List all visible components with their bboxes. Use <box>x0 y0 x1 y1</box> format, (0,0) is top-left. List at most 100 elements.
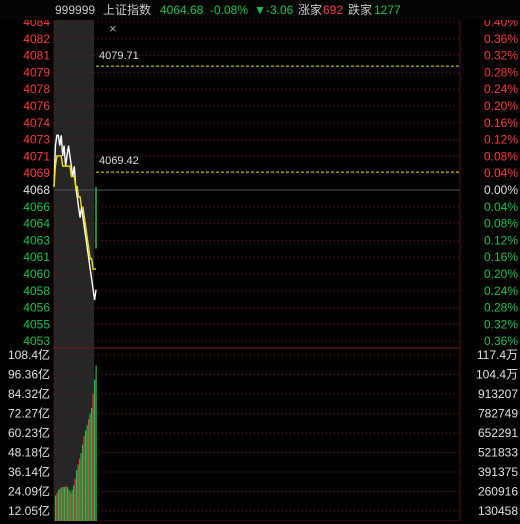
volume-right-tick-label: 913207 <box>478 387 518 401</box>
reference-label-low: 4069.42 <box>99 155 139 167</box>
volume-right-tick-label: 782749 <box>478 407 518 421</box>
volume-bar <box>64 487 66 521</box>
volume-bar <box>91 407 93 521</box>
volume-bar <box>55 495 57 521</box>
volume-bar <box>77 464 79 521</box>
price-tick-label: 4058 <box>23 284 50 298</box>
volume-tick-label: 96.36亿 <box>8 367 50 382</box>
price-tick-label: 4064 <box>23 217 50 231</box>
volume-bar <box>85 430 87 521</box>
price-tick-label: 4069 <box>23 166 50 180</box>
volume-tick-label: 108.4亿 <box>8 347 50 362</box>
price-tick-label: 4076 <box>23 99 50 113</box>
volume-bar <box>67 487 69 521</box>
volume-bar <box>65 485 67 521</box>
price-tick-label: 4079 <box>23 65 50 79</box>
volume-bar <box>58 489 60 521</box>
last-price: 4064.68 <box>160 3 204 17</box>
chart-frame <box>53 17 461 522</box>
price-tick-label: 4068 <box>23 183 50 197</box>
close-icon[interactable]: × <box>109 21 117 36</box>
volume-bar <box>76 470 78 521</box>
percent-tick-label: 0.20% <box>484 267 518 281</box>
stock-code: 999999 <box>55 3 96 17</box>
volume-tick-label: 72.27亿 <box>8 406 50 421</box>
volume-bar <box>80 453 82 521</box>
volume-bar <box>86 424 88 521</box>
volume-tick-label: 36.14亿 <box>8 464 50 479</box>
price-tick-label: 4053 <box>23 334 50 348</box>
volume-bar <box>74 478 76 521</box>
volume-bar <box>73 485 75 521</box>
percent-tick-label: 0.32% <box>484 317 518 331</box>
decliners-label: 跌家 <box>348 3 373 17</box>
percent-tick-label: 0.12% <box>484 233 518 247</box>
percent-tick-label: 0.16% <box>484 250 518 264</box>
percent-tick-label: 0.12% <box>484 133 518 147</box>
volume-bar <box>59 488 61 521</box>
quote-header: 999999 上证指数 4064.68 -0.08% ▼ -3.06 涨家 69… <box>0 0 520 20</box>
reference-label-high: 4079.71 <box>99 50 139 62</box>
price-tick-label: 4078 <box>23 82 50 96</box>
price-line <box>53 134 97 301</box>
price-tick-label: 4055 <box>23 317 50 331</box>
percent-tick-label: 0.28% <box>484 65 518 79</box>
percent-tick-label: 0.36% <box>484 32 518 46</box>
price-tick-label: 4082 <box>23 32 50 46</box>
volume-bar <box>70 492 72 521</box>
percent-tick-label: 0.00% <box>484 183 518 197</box>
volume-bar <box>83 436 85 521</box>
percent-tick-label: 0.20% <box>484 99 518 113</box>
price-tick-label: 4071 <box>23 149 50 163</box>
percent-tick-label: 0.32% <box>484 49 518 63</box>
price-tick-label: 4056 <box>23 301 50 315</box>
volume-bar <box>71 489 73 521</box>
volume-bar <box>95 365 97 521</box>
percent-tick-label: 0.24% <box>484 284 518 298</box>
volume-bar <box>88 419 90 521</box>
change-value: -3.06 <box>266 3 294 17</box>
volume-tick-label: 24.09亿 <box>8 484 50 499</box>
price-tick-label: 4066 <box>23 200 50 214</box>
volume-tick-label: 48.18亿 <box>8 445 50 460</box>
volume-bar <box>61 487 63 521</box>
volume-tick-label: 60.23亿 <box>8 425 50 440</box>
volume-bar <box>89 413 91 521</box>
average-price-line <box>53 155 96 270</box>
volume-right-tick-label: 130458 <box>478 504 518 518</box>
percent-tick-label: 0.28% <box>484 301 518 315</box>
volume-bar <box>92 393 94 521</box>
volume-right-tick-label: 391375 <box>478 465 518 479</box>
volume-bar <box>68 489 70 521</box>
advancers-label: 涨家 <box>298 3 323 17</box>
volume-bar <box>94 379 96 521</box>
decliners-count: 1277 <box>374 3 401 17</box>
volume-right-tick-label: 521833 <box>478 446 518 460</box>
volume-bar <box>82 444 84 521</box>
percent-tick-label: 0.04% <box>484 200 518 214</box>
volume-tick-label: 12.05亿 <box>8 503 50 518</box>
stock-name: 上证指数 <box>103 3 152 17</box>
volume-bar <box>56 492 58 521</box>
advancers-count: 692 <box>323 3 344 17</box>
percent-tick-label: 0.04% <box>484 166 518 180</box>
price-tick-label: 4081 <box>23 49 50 63</box>
price-tick-label: 4074 <box>23 116 50 130</box>
price-tick-label: 4063 <box>23 233 50 247</box>
volume-right-tick-label: 104.4万 <box>476 368 518 382</box>
percent-tick-label: 0.36% <box>484 334 518 348</box>
volume-right-tick-label: 117.4万 <box>477 348 518 362</box>
percent-tick-label: 0.24% <box>484 82 518 96</box>
volume-bar <box>62 487 64 521</box>
volume-right-tick-label: 652291 <box>478 426 518 440</box>
price-tick-label: 4060 <box>23 267 50 281</box>
percent-tick-label: 0.16% <box>484 116 518 130</box>
volume-right-tick-label: 260916 <box>478 485 518 499</box>
percent-tick-label: 0.08% <box>484 217 518 231</box>
price-tick-label: 4073 <box>23 133 50 147</box>
volume-tick-label: 84.32亿 <box>8 386 50 401</box>
volume-bar <box>79 458 81 521</box>
change-percent: -0.08% <box>210 3 249 17</box>
